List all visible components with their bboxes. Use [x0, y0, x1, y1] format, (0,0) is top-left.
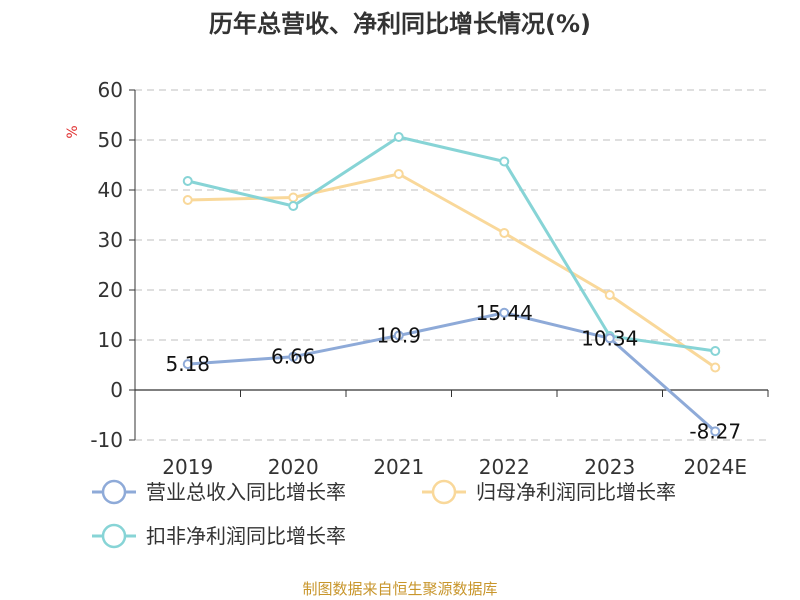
- y-axis-label: %: [65, 125, 81, 138]
- chart-title: 历年总营收、净利同比增长情况(%): [209, 10, 591, 38]
- x-tick-label: 2024E: [683, 455, 747, 479]
- data-point: [604, 333, 615, 344]
- y-tick-label: 0: [110, 378, 123, 402]
- series-group: [182, 132, 721, 437]
- legend-marker: [431, 479, 457, 505]
- data-label: 10.34: [581, 326, 638, 350]
- y-tick-label: -10: [90, 428, 123, 452]
- data-label: 15.44: [476, 301, 533, 325]
- series-line: [187, 311, 717, 433]
- data-label: 6.66: [271, 345, 316, 369]
- legend-label: 归母净利润同比增长率: [476, 480, 676, 504]
- data-point: [710, 426, 721, 437]
- source-note: 制图数据来自恒生聚源数据库: [302, 580, 497, 598]
- data-point: [710, 362, 721, 373]
- data-point: [288, 201, 299, 211]
- data-label: -8.27: [689, 419, 741, 443]
- legend-marker: [101, 479, 127, 505]
- x-tick-label: 2021: [373, 455, 424, 479]
- y-tick-label: 50: [98, 128, 123, 152]
- data-point: [710, 346, 721, 356]
- legend-label: 扣非净利润同比增长率: [146, 524, 346, 548]
- data-point: [288, 351, 299, 362]
- legend-label: 营业总收入同比增长率: [146, 480, 346, 504]
- data-labels: 5.18 6.66 10.9 15.44 10.34 -8.27: [165, 301, 741, 444]
- x-tick-label: 2020: [268, 455, 319, 479]
- data-point: [393, 330, 404, 341]
- y-tick-label: 10: [98, 328, 123, 352]
- x-tick-label: 2022: [479, 455, 530, 479]
- y-tick-label: 40: [98, 178, 123, 202]
- y-tick-label: 60: [98, 78, 123, 102]
- series-line: [187, 135, 716, 353]
- data-point: [288, 192, 299, 203]
- x-axis: 2019 2020 2021 2022 2023 2024E: [134, 389, 769, 479]
- series-line: [187, 172, 717, 369]
- y-axis-ticks: 60 50 40 30 20 10 0 -10: [90, 78, 136, 452]
- data-point: [499, 228, 510, 238]
- data-label: 5.18: [165, 352, 210, 376]
- data-point: [182, 176, 193, 186]
- y-tick-label: 30: [98, 228, 123, 252]
- y-tick-label: 20: [98, 278, 123, 302]
- data-label: 10.9: [376, 324, 421, 348]
- data-point: [182, 195, 193, 205]
- legend-marker: [101, 523, 127, 549]
- data-point: [393, 132, 404, 142]
- data-point: [604, 290, 615, 300]
- data-point: [393, 169, 404, 179]
- data-point: [499, 156, 510, 167]
- x-tick-label: 2019: [162, 455, 213, 479]
- gridlines: [135, 89, 768, 441]
- data-point: [499, 307, 510, 318]
- data-point: [182, 359, 193, 370]
- x-tick-label: 2023: [584, 455, 635, 479]
